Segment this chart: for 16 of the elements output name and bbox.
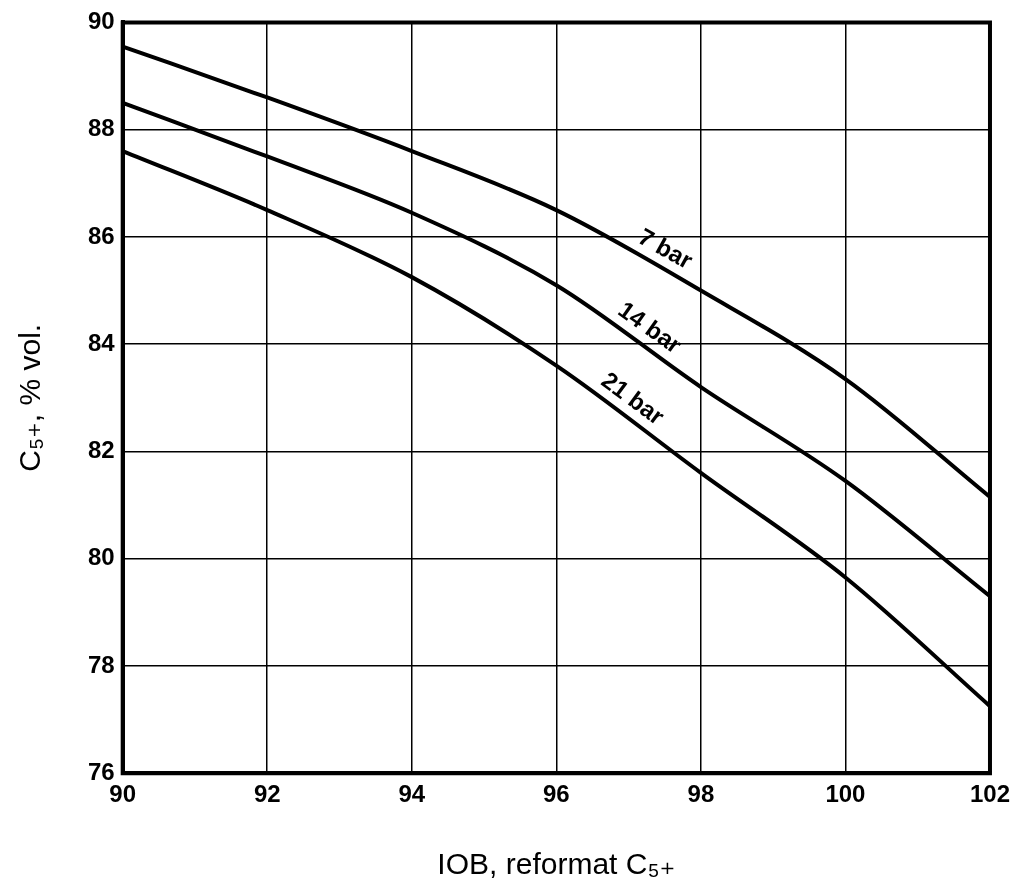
x-tick-label: 100: [825, 780, 866, 808]
y-tick-label: 82: [87, 436, 115, 464]
y-axis-title: C₅₊, % vol.: [13, 323, 47, 472]
y-tick-label: 84: [87, 328, 116, 356]
y-tick-label: 78: [87, 650, 115, 678]
x-tick-label: 94: [398, 780, 426, 808]
y-tick-label: 88: [87, 114, 115, 142]
x-tick-label: 98: [687, 780, 715, 808]
x-axis-title: IOB, reformat C₅₊: [437, 847, 676, 881]
x-tick-label: 92: [253, 780, 281, 808]
text: 21 bar: [596, 366, 670, 430]
x-tick-label: 96: [542, 780, 570, 808]
x-tick-label: 102: [969, 780, 1010, 808]
y-tick-label: 80: [87, 543, 115, 571]
y-tick-label: 90: [87, 7, 115, 35]
y-tick-label: 86: [87, 221, 115, 249]
